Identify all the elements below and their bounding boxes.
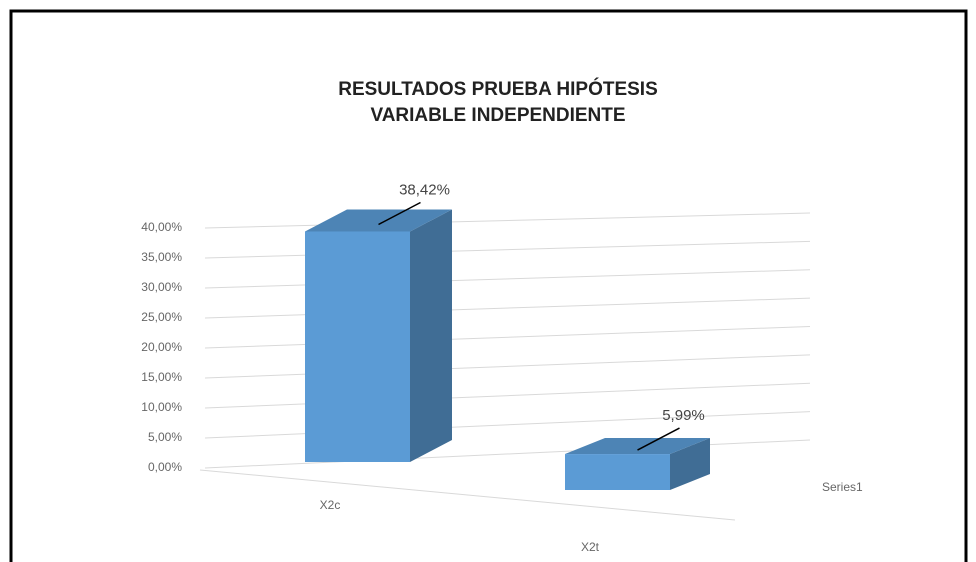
bar-side — [670, 438, 710, 490]
leader-line — [378, 201, 421, 226]
grid-line — [204, 439, 811, 469]
data-label: 5,99% — [662, 407, 705, 424]
y-tick-label: 0,00% — [148, 460, 182, 474]
grid-line — [204, 240, 811, 259]
x-tick-label: X2c — [320, 498, 341, 512]
floor-edge — [199, 469, 736, 521]
bar-top — [305, 209, 452, 232]
y-tick-label: 20,00% — [141, 340, 182, 354]
chart-title: RESULTADOS PRUEBA HIPÓTESIS — [338, 78, 658, 100]
bar — [305, 231, 410, 462]
grid-line — [204, 269, 811, 289]
data-label: 38,42% — [399, 181, 450, 198]
x-tick-label: X2t — [581, 540, 600, 554]
frame — [9, 9, 968, 562]
grid-line — [204, 411, 811, 439]
y-tick-label: 10,00% — [141, 400, 182, 414]
bar-top — [565, 438, 710, 455]
chart-title: VARIABLE INDEPENDIENTE — [370, 105, 625, 126]
leader-line — [637, 427, 680, 451]
y-tick-label: 30,00% — [141, 280, 182, 294]
y-tick-label: 40,00% — [141, 220, 182, 234]
y-tick-label: 25,00% — [141, 310, 182, 324]
bar-side — [410, 209, 452, 462]
grid-line — [204, 326, 811, 349]
grid-line — [204, 382, 811, 409]
grid-line — [204, 212, 811, 229]
grid-line — [204, 354, 811, 379]
series-label: Series1 — [822, 480, 863, 494]
bar — [565, 454, 670, 490]
y-tick-label: 5,00% — [148, 430, 182, 444]
grid-line — [204, 297, 811, 319]
y-tick-label: 35,00% — [141, 250, 182, 264]
y-tick-label: 15,00% — [141, 370, 182, 384]
